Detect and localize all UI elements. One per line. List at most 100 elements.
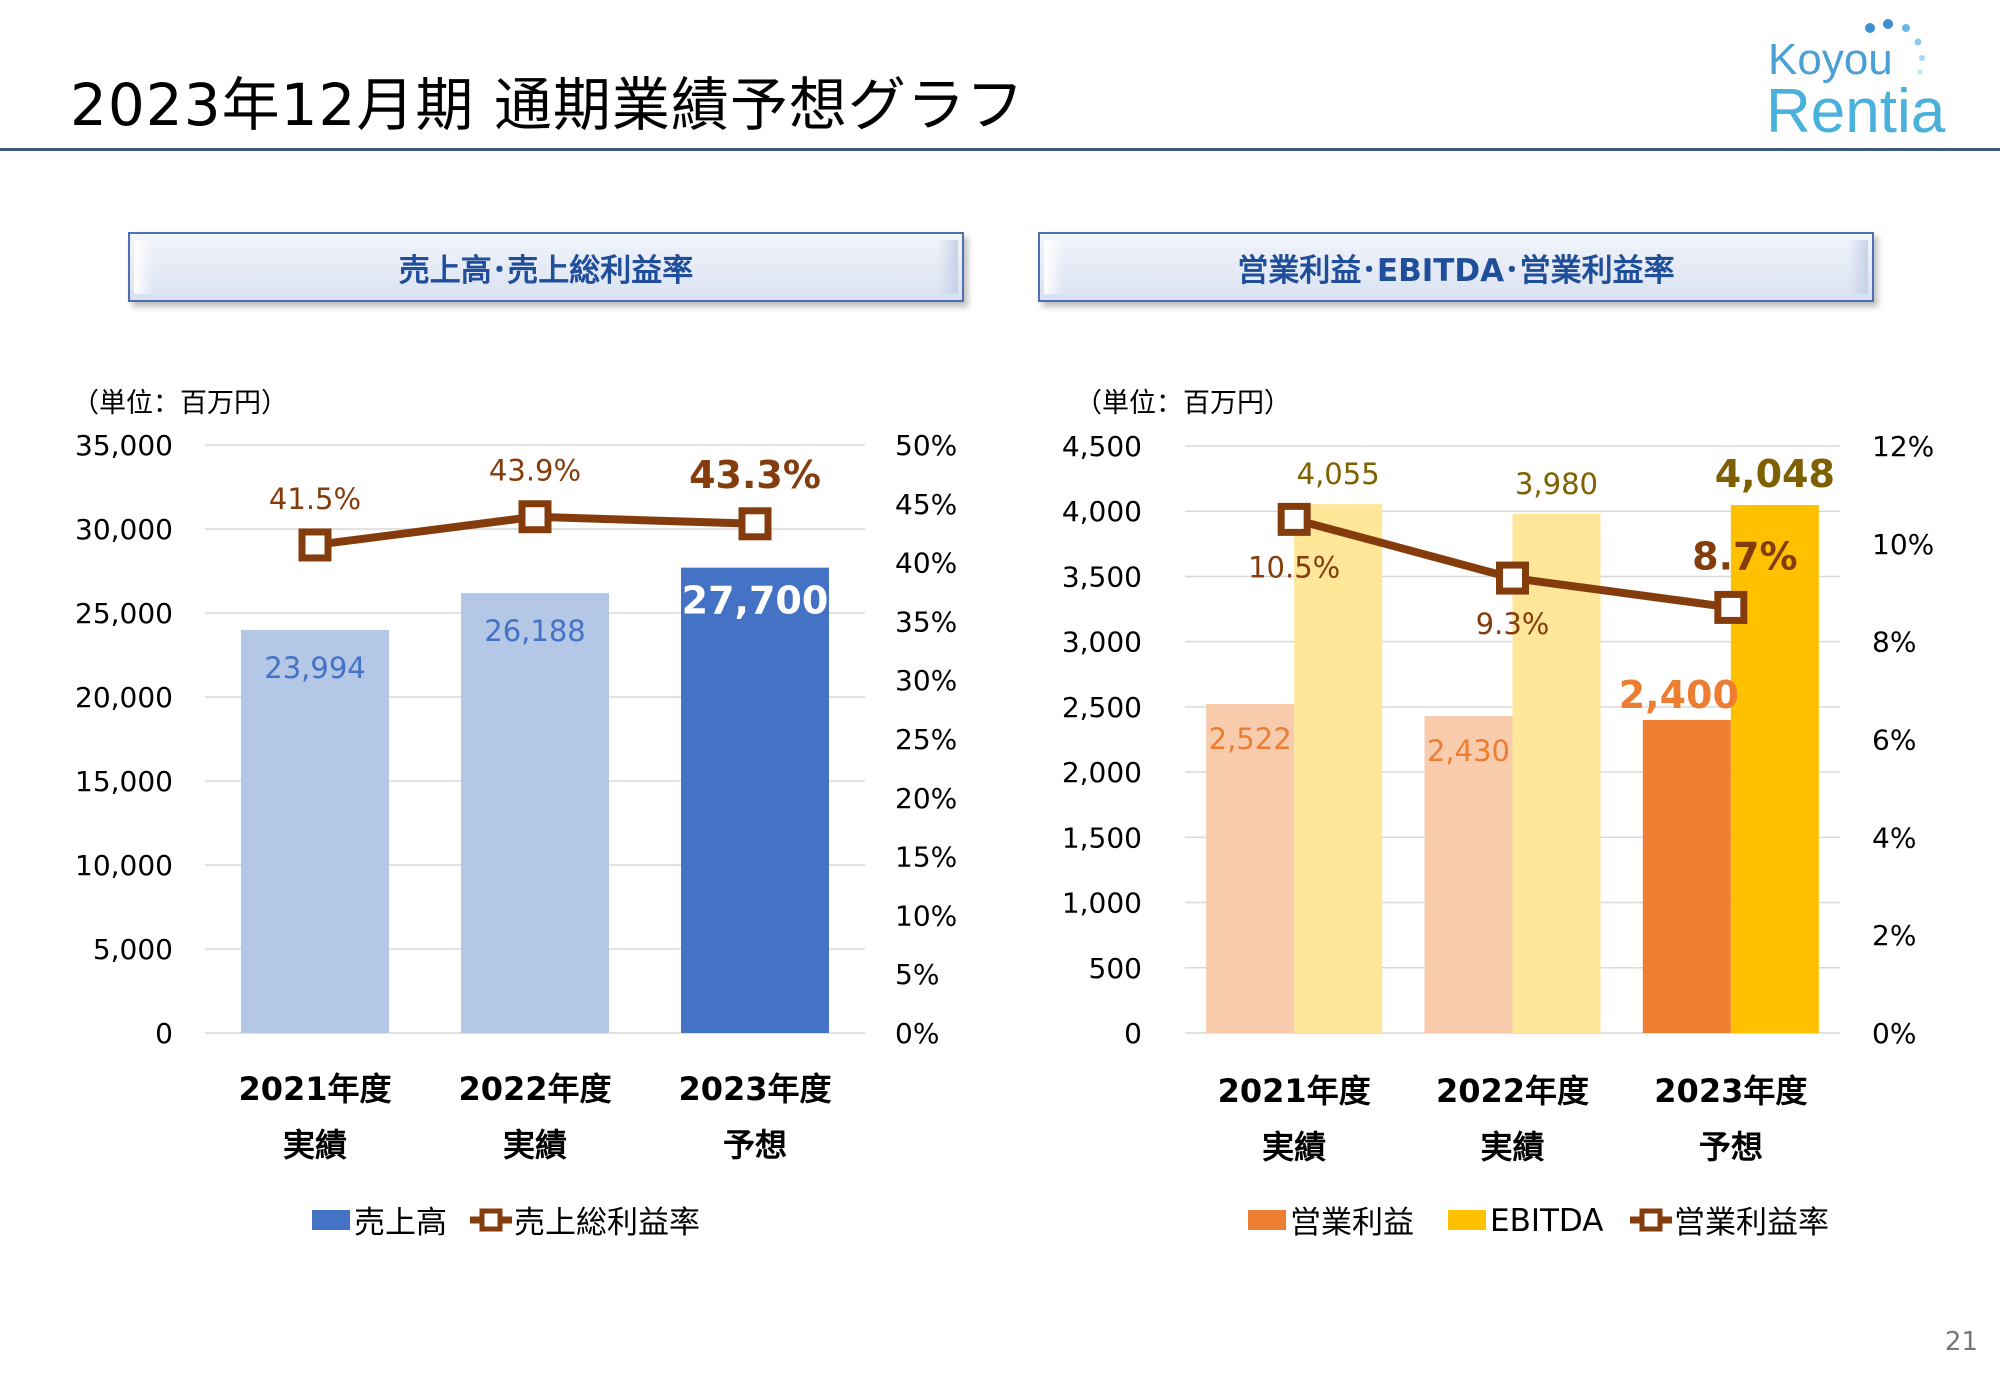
y2-tick-label: 12% (1872, 430, 1934, 463)
y2-tick-label: 0% (895, 1017, 939, 1050)
legend-label-ebitda: EBITDA (1490, 1203, 1603, 1239)
category-label: 実績 (1480, 1128, 1544, 1166)
legend-label-gross-margin: 売上総利益率 (514, 1205, 700, 1241)
operating-margin-marker (1714, 590, 1748, 624)
sales-data-label: 27,700 (682, 579, 829, 623)
category-label: 2023年度 (1654, 1072, 1807, 1110)
y-tick-label: 500 (1089, 952, 1142, 985)
sales-bar (461, 593, 609, 1033)
chart1-header-label: 売上高･売上総利益率 (398, 252, 694, 289)
y2-tick-label: 2% (1872, 919, 1916, 952)
unit-label: （単位：百万円） (1075, 388, 1291, 419)
legend-swatch-ebitda (1448, 1210, 1486, 1230)
sales-data-label: 23,994 (264, 651, 365, 685)
sales-data-label: 26,188 (484, 614, 585, 648)
operating-margin-data-label: 8.7% (1692, 534, 1797, 578)
operating-profit-data-label: 2,400 (1619, 673, 1739, 717)
logo-dot (1902, 24, 1910, 32)
y-tick-label: 30,000 (75, 513, 173, 546)
y-tick-label: 15,000 (75, 765, 173, 798)
y2-tick-label: 10% (1872, 528, 1934, 561)
legend-marker-operating-margin (1639, 1208, 1663, 1232)
y2-tick-label: 4% (1872, 821, 1916, 854)
company-logo: Koyou Rentia (1766, 19, 1946, 144)
y-tick-label: 20,000 (75, 681, 173, 714)
operating-profit-chart: （単位：百万円） 0 500 1,000 1,500 2,000 2,500 3,000 3,5… (1062, 388, 1934, 1241)
legend-label-operating-profit: 営業利益 (1290, 1205, 1414, 1241)
gross-margin-marker (518, 500, 552, 534)
y-tick-label: 35,000 (75, 429, 173, 462)
y2-tick-label: 0% (1872, 1017, 1916, 1050)
page-number: 21 (1944, 1327, 1978, 1357)
y-tick-label: 1,500 (1062, 821, 1142, 854)
y2-tick-label: 20% (895, 782, 957, 815)
legend-label-operating-margin: 営業利益率 (1674, 1205, 1829, 1241)
legend-marker-gross-margin (479, 1208, 503, 1232)
category-label: 2022年度 (1436, 1072, 1589, 1110)
y-tick-label: 5,000 (93, 933, 173, 966)
ebitda-bar (1294, 504, 1383, 1033)
y-tick-label: 2,500 (1062, 691, 1142, 724)
sales-chart: （単位：百万円） 0 5,000 10,000 15,000 20,000 25,000 30… (72, 388, 957, 1241)
category-label: 予想 (1699, 1128, 1763, 1166)
category-label: 2021年度 (1218, 1072, 1371, 1110)
operating-margin-marker (1496, 561, 1529, 595)
y-tick-label: 4,500 (1062, 430, 1142, 463)
logo-text-koyou: Koyou (1768, 35, 1893, 84)
legend-label-sales: 売上高 (354, 1205, 447, 1241)
y2-tick-label: 50% (895, 429, 957, 462)
category-label: 2022年度 (458, 1070, 611, 1108)
y2-tick-label: 45% (895, 488, 957, 521)
logo-dot (1919, 55, 1925, 61)
y2-tick-label: 8% (1872, 626, 1916, 659)
unit-label: （単位：百万円） (72, 388, 288, 419)
logo-dot (1914, 38, 1922, 46)
sales-bar (681, 567, 829, 1033)
y2-tick-label: 30% (895, 664, 957, 697)
y2-tick-label: 6% (1872, 724, 1916, 757)
y2-tick-label: 5% (895, 958, 939, 991)
logo-text-rentia: Rentia (1766, 77, 1946, 144)
y2-tick-label: 40% (895, 547, 957, 580)
y-tick-label: 25,000 (75, 597, 173, 630)
chart2-header: 営業利益･EBITDA･営業利益率 (1038, 232, 1874, 302)
operating-profit-bar (1206, 704, 1295, 1033)
title-divider (0, 148, 2000, 151)
gross-margin-data-label: 41.5% (269, 482, 361, 516)
y2-tick-label: 35% (895, 605, 957, 638)
gross-margin-data-label: 43.9% (489, 454, 581, 488)
y-tick-label: 0 (1124, 1017, 1142, 1050)
gross-margin-marker (298, 528, 332, 562)
y-tick-label: 2,000 (1062, 756, 1142, 789)
logo-dot (1865, 23, 1875, 33)
ebitda-data-label: 3,980 (1515, 467, 1598, 501)
gross-margin-marker (738, 507, 772, 541)
operating-margin-marker (1277, 502, 1311, 536)
ebitda-bar (1730, 504, 1819, 1033)
category-label: 予想 (723, 1126, 787, 1164)
y-tick-label: 4,000 (1062, 495, 1142, 528)
logo-dot (1917, 69, 1923, 75)
category-label: 2021年度 (238, 1070, 391, 1108)
chart2-header-label: 営業利益･EBITDA･営業利益率 (1237, 252, 1675, 289)
operating-profit-bar (1424, 716, 1513, 1033)
operating-profit-data-label: 2,522 (1209, 722, 1292, 756)
y2-tick-label: 25% (895, 723, 957, 756)
y-tick-label: 1,000 (1062, 887, 1142, 920)
category-label: 実績 (503, 1126, 567, 1164)
logo-dot (1883, 19, 1893, 29)
category-label: 実績 (1262, 1128, 1326, 1166)
operating-margin-data-label: 9.3% (1476, 607, 1550, 641)
ebitda-data-label: 4,055 (1297, 457, 1380, 491)
y2-tick-label: 10% (895, 899, 957, 932)
operating-profit-data-label: 2,430 (1427, 734, 1510, 768)
y-tick-label: 10,000 (75, 849, 173, 882)
operating-profit-bar (1642, 719, 1731, 1033)
y-tick-label: 3,000 (1062, 626, 1142, 659)
operating-margin-data-label: 10.5% (1248, 550, 1340, 584)
legend-swatch-operating-profit (1248, 1210, 1286, 1230)
page-title: 2023年12月期 通期業績予想グラフ (70, 71, 1025, 139)
gross-margin-data-label: 43.3% (689, 453, 821, 497)
sales-bar (241, 629, 389, 1033)
legend-swatch-sales (312, 1210, 350, 1230)
